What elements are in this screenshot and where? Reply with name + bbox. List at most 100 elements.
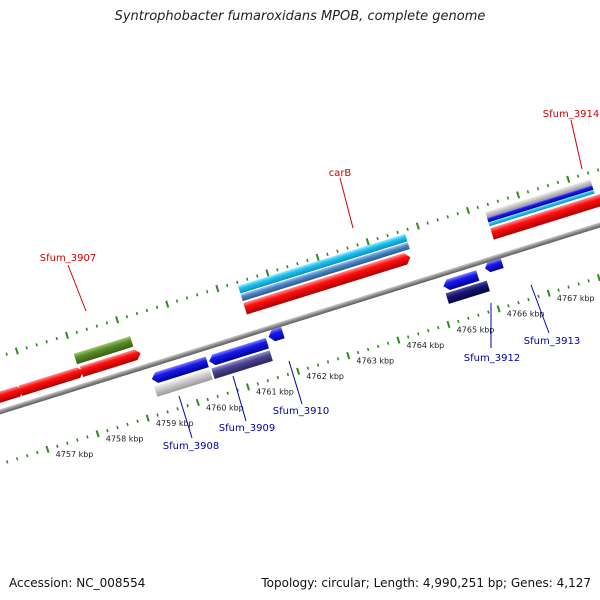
gene-label-carb-group[interactable]: carB (329, 168, 354, 229)
gene-sfum-3908[interactable] (154, 369, 213, 397)
scale-tick (536, 187, 540, 191)
scale-tick (195, 293, 199, 297)
gene-sfum-3909[interactable] (211, 350, 273, 379)
scale-tick (426, 221, 429, 225)
gene-label-carb[interactable]: carB (329, 168, 352, 179)
kbp-label: 4762 kbp (306, 372, 344, 381)
scale-tick (306, 258, 309, 263)
scale-tick (195, 398, 200, 407)
gene-label-sfum-3907[interactable]: Sfum_3907 (40, 253, 96, 264)
scale-tick (496, 199, 500, 203)
kbp-label: 4766 kbp (507, 310, 545, 319)
gene-carb-steel[interactable] (240, 242, 410, 302)
gene-carb-cyan[interactable] (237, 233, 408, 294)
gene-arrow-forward[interactable] (79, 348, 142, 377)
gene-carb[interactable] (243, 252, 412, 315)
scale-tick (386, 341, 390, 345)
gene-sfum-3907[interactable] (73, 336, 134, 365)
scale-tick (226, 391, 229, 395)
scale-tick (546, 183, 550, 188)
scale-tick (306, 366, 310, 370)
scale-tick (156, 413, 159, 417)
gene-label-sfum-3914-group[interactable]: Sfum_3914 (543, 109, 599, 170)
scale-tick (14, 347, 19, 355)
gene-label-sfum-3912-group[interactable]: Sfum_3912 (464, 303, 520, 364)
scale-tick (265, 269, 270, 277)
scale-tick (546, 289, 551, 297)
scale-tick (406, 335, 410, 339)
scale-tick (45, 340, 48, 344)
gene-sfum-3914-cyan[interactable] (488, 189, 595, 227)
gene-sfum-3912[interactable] (445, 280, 490, 304)
kbp-label: 4767 kbp (557, 294, 595, 303)
gene-label-sfum-3913-group[interactable]: Sfum_3913 (524, 284, 580, 347)
scale-tick (346, 246, 349, 250)
scale-tick (576, 174, 580, 178)
scale-tick (586, 171, 590, 175)
scale-tick (596, 168, 600, 172)
scale-tick (225, 283, 229, 288)
scale-tick (116, 425, 119, 430)
gene-sfum-3914[interactable] (490, 186, 600, 240)
scale-tick (566, 175, 571, 183)
scale-tick (296, 261, 299, 266)
gene-arrow-forward[interactable] (18, 366, 85, 397)
scale-tick (556, 180, 560, 185)
gene-label-sfum-3909[interactable]: Sfum_3909 (219, 423, 275, 434)
scale-tick (557, 288, 560, 292)
gene-arrow-reverse[interactable] (207, 337, 269, 367)
gene-sfum-3910[interactable] (267, 326, 285, 343)
scale-tick (386, 233, 389, 238)
scale-tick (5, 352, 8, 356)
scale-tick (396, 336, 401, 344)
genome-summary: Topology: circular; Length: 4,990,251 bp… (261, 576, 591, 590)
scale-tick (276, 268, 279, 272)
gene-label-sfum-3913[interactable]: Sfum_3913 (524, 336, 580, 347)
gene-arrow-forward-left-edge[interactable] (0, 385, 25, 407)
scale-tick (105, 321, 109, 325)
gene-arrow-reverse[interactable] (442, 270, 480, 291)
gene-sfum-3914-gray[interactable] (485, 179, 593, 218)
genome-backbone (0, 183, 600, 444)
scale-tick (396, 230, 399, 235)
gene-sfum-3914-blue[interactable] (486, 184, 594, 223)
scale-tick (406, 227, 409, 231)
gene-label-sfum-3908[interactable]: Sfum_3908 (163, 441, 219, 452)
scale-tick (126, 422, 129, 427)
scale-tick (236, 280, 239, 285)
scale-tick (5, 460, 9, 464)
scale-tick (365, 238, 370, 246)
scale-tick (206, 397, 209, 402)
upper-tick-row (5, 168, 600, 356)
gene-label-sfum-3907-group[interactable]: Sfum_3907 (40, 253, 96, 312)
kbp-label: 4765 kbp (457, 325, 495, 334)
gene-arrow-reverse[interactable] (150, 356, 209, 385)
gene-sfum-3913[interactable] (484, 258, 504, 273)
scale-tick (496, 305, 501, 313)
genome-title: Syntrophobacter fumaroxidans MPOB, compl… (114, 9, 486, 24)
scale-tick (95, 324, 99, 328)
gene-label-sfum-3909-group[interactable]: Sfum_3909 (219, 375, 275, 434)
scale-tick (366, 347, 370, 352)
kbp-label: 4758 kbp (106, 435, 144, 444)
kbp-scale-labels: 4757 kbp 4758 kbp 4759 kbp 4760 kbp 4761 kbp… (56, 294, 595, 459)
scale-tick (316, 363, 320, 367)
kbp-label: 4757 kbp (56, 450, 94, 459)
scale-tick (75, 330, 79, 335)
scale-tick (216, 394, 219, 398)
scale-tick (145, 414, 150, 422)
gene-label-sfum-3910-group[interactable]: Sfum_3910 (273, 360, 329, 417)
gene-label-sfum-3912[interactable]: Sfum_3912 (464, 353, 520, 364)
scale-tick (577, 282, 580, 286)
gene-label-sfum-3908-group[interactable]: Sfum_3908 (163, 395, 219, 452)
scale-tick (246, 277, 249, 281)
scale-tick (446, 215, 449, 219)
scale-tick (25, 346, 28, 350)
scale-tick (457, 319, 460, 324)
scale-tick (286, 265, 289, 269)
gene-label-sfum-3910[interactable]: Sfum_3910 (273, 406, 329, 417)
scale-tick (336, 357, 340, 361)
scale-tick (376, 344, 380, 349)
scale-tick (36, 450, 39, 455)
gene-label-sfum-3914[interactable]: Sfum_3914 (543, 109, 599, 120)
